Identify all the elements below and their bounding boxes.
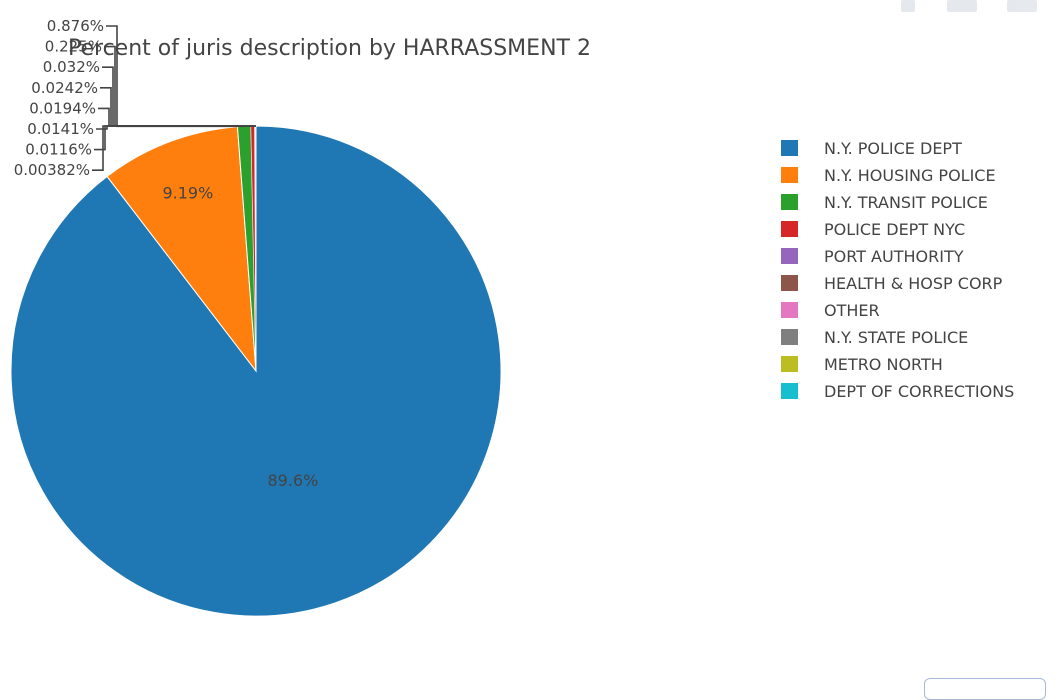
legend-item-other[interactable]: OTHER — [781, 301, 880, 320]
legend-item-n-y-police-dept[interactable]: N.Y. POLICE DEPT — [781, 139, 962, 158]
slice-label-n-y-police-dept: 89.6% — [267, 471, 318, 490]
legend-label: OTHER — [824, 301, 880, 320]
leader-line-health-hosp-corp — [100, 88, 255, 126]
legend-label: HEALTH & HOSP CORP — [824, 274, 1003, 293]
leader-line-other — [98, 108, 255, 126]
slice-label-metro-north: 0.0116% — [25, 141, 92, 159]
legend-swatch — [781, 221, 798, 237]
legend-item-dept-of-corrections[interactable]: DEPT OF CORRECTIONS — [781, 382, 1014, 401]
legend-label: METRO NORTH — [824, 355, 943, 374]
legend-item-n-y-transit-police[interactable]: N.Y. TRANSIT POLICE — [781, 193, 988, 212]
legend-label: N.Y. HOUSING POLICE — [824, 166, 996, 185]
legend-item-metro-north[interactable]: METRO NORTH — [781, 355, 943, 374]
pie-slices — [11, 126, 501, 616]
legend-swatch — [781, 329, 798, 345]
legend-swatch — [781, 356, 798, 372]
legend-item-n-y-housing-police[interactable]: N.Y. HOUSING POLICE — [781, 166, 996, 185]
legend-swatch — [781, 248, 798, 264]
legend-swatch — [781, 167, 798, 183]
legend-label: PORT AUTHORITY — [824, 247, 964, 266]
slice-label-n-y-state-police: 0.0141% — [27, 120, 94, 138]
slice-label-n-y-transit-police: 0.876% — [47, 17, 104, 35]
legend-swatch — [781, 275, 798, 291]
legend[interactable]: N.Y. POLICE DEPT N.Y. HOUSING POLICE N.Y. … — [781, 139, 1014, 401]
legend-swatch — [781, 140, 798, 156]
legend-item-police-dept-nyc[interactable]: POLICE DEPT NYC — [781, 220, 965, 239]
legend-label: N.Y. TRANSIT POLICE — [824, 193, 988, 212]
legend-label: N.Y. STATE POLICE — [824, 328, 968, 347]
leader-line-port-authority — [102, 67, 255, 126]
corner-button[interactable] — [924, 678, 1046, 700]
legend-item-health-hosp-corp[interactable]: HEALTH & HOSP CORP — [781, 274, 1003, 293]
legend-swatch — [781, 383, 798, 399]
slice-label-dept-of-corrections: 0.00382% — [14, 161, 90, 179]
legend-item-n-y-state-police[interactable]: N.Y. STATE POLICE — [781, 328, 968, 347]
slice-label-health-hosp-corp: 0.0242% — [31, 79, 98, 97]
legend-item-port-authority[interactable]: PORT AUTHORITY — [781, 247, 964, 266]
slice-label-other: 0.0194% — [29, 99, 96, 117]
legend-swatch — [781, 194, 798, 210]
chart-title: Percent of juris description by HARRASSM… — [68, 36, 591, 61]
legend-label: DEPT OF CORRECTIONS — [824, 382, 1014, 401]
legend-label: POLICE DEPT NYC — [824, 220, 965, 239]
pie-chart: 89.6%9.19%0.876%0.225%0.032%0.0242%0.019… — [0, 0, 1061, 685]
legend-swatch — [781, 302, 798, 318]
legend-label: N.Y. POLICE DEPT — [824, 139, 962, 158]
slice-label-n-y-housing-police: 9.19% — [162, 184, 213, 203]
